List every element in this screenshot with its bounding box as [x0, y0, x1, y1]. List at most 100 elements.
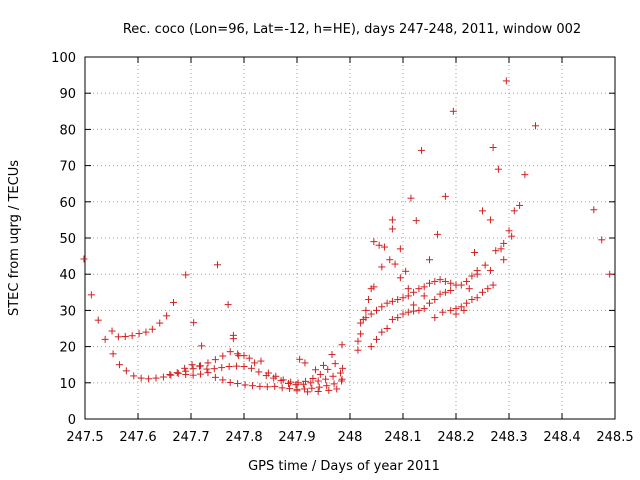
data-point: [433, 230, 441, 238]
y-tick-label: 90: [59, 87, 76, 102]
data-point: [431, 296, 439, 304]
data-point: [471, 248, 479, 256]
data-point: [460, 306, 468, 314]
data-point: [420, 305, 428, 313]
data-point: [441, 277, 449, 285]
data-point: [322, 375, 330, 383]
data-point: [463, 277, 471, 285]
data-point: [338, 341, 346, 349]
data-point: [219, 376, 227, 384]
data-point: [135, 330, 143, 338]
data-point: [247, 364, 255, 372]
x-tick-label: 247.9: [278, 430, 315, 445]
data-point: [362, 314, 370, 322]
data-point: [137, 374, 145, 382]
data-point: [170, 298, 178, 306]
data-point: [479, 207, 486, 215]
data-point: [300, 385, 308, 393]
data-point: [121, 332, 129, 340]
data-point: [328, 351, 336, 359]
data-point: [402, 267, 410, 275]
data-point: [272, 372, 280, 380]
data-point: [204, 369, 212, 377]
data-point: [251, 359, 259, 367]
data-point: [439, 308, 447, 316]
chart-title: Rec. coco (Lon=96, Lat=-12, h=HE), days …: [123, 22, 581, 37]
data-point: [240, 363, 248, 371]
data-point: [415, 306, 423, 314]
x-tick-label: 247.8: [225, 430, 262, 445]
data-point: [182, 271, 190, 279]
data-point: [441, 288, 449, 296]
data-point: [396, 245, 404, 253]
data-point: [426, 299, 433, 307]
data-point: [410, 307, 418, 315]
data-point: [590, 206, 598, 214]
data-point: [323, 382, 331, 390]
data-point: [271, 382, 279, 390]
data-point: [278, 384, 286, 392]
data-point: [195, 362, 203, 370]
data-point: [336, 369, 344, 377]
data-point: [331, 360, 339, 368]
data-point: [211, 356, 219, 364]
data-point: [296, 355, 304, 363]
data-point: [263, 383, 271, 391]
data-point: [386, 256, 394, 264]
data-point: [189, 371, 197, 379]
data-point: [241, 381, 249, 389]
data-point: [198, 342, 206, 350]
data-point: [508, 232, 516, 240]
data-point: [388, 297, 396, 305]
data-point: [375, 241, 383, 249]
data-point: [449, 107, 457, 115]
data-point: [489, 281, 497, 289]
data-point: [325, 386, 333, 394]
y-tick-label: 30: [59, 304, 76, 319]
data-point: [204, 359, 212, 367]
y-tick-label: 60: [59, 196, 76, 211]
data-point: [211, 373, 219, 381]
data-point: [94, 316, 102, 324]
x-tick-label: 248.2: [437, 430, 474, 445]
data-point: [463, 299, 471, 307]
data-point: [468, 296, 476, 304]
data-point: [494, 165, 502, 173]
data-point: [365, 296, 373, 304]
data-point: [287, 378, 295, 386]
data-point: [152, 374, 160, 382]
data-point: [122, 367, 130, 375]
data-point: [394, 314, 402, 322]
y-tick-label: 80: [59, 123, 76, 138]
data-point: [412, 217, 420, 225]
data-point: [436, 290, 444, 298]
data-point: [373, 335, 380, 343]
data-point: [128, 332, 136, 340]
data-point: [484, 285, 492, 293]
data-point: [457, 281, 465, 289]
data-point: [339, 364, 347, 372]
x-tick-label: 248: [338, 430, 363, 445]
data-point: [380, 243, 388, 251]
data-point: [354, 346, 362, 354]
data-point: [489, 144, 497, 151]
data-point: [333, 385, 341, 393]
data-point: [502, 77, 510, 85]
data-point: [234, 380, 242, 388]
y-tick-label: 50: [59, 232, 76, 247]
data-point: [426, 256, 433, 264]
data-point: [308, 384, 316, 392]
data-point: [248, 382, 256, 390]
data-point: [370, 238, 378, 246]
data-point: [309, 374, 317, 382]
data-point: [218, 364, 226, 372]
data-point: [404, 292, 412, 300]
data-point: [301, 377, 309, 385]
data-point: [279, 376, 287, 384]
data-point: [367, 310, 375, 318]
data-point: [293, 387, 301, 395]
x-tick-label: 247.5: [66, 430, 103, 445]
data-point: [410, 288, 418, 296]
data-point: [486, 216, 494, 224]
data-point: [190, 319, 198, 327]
